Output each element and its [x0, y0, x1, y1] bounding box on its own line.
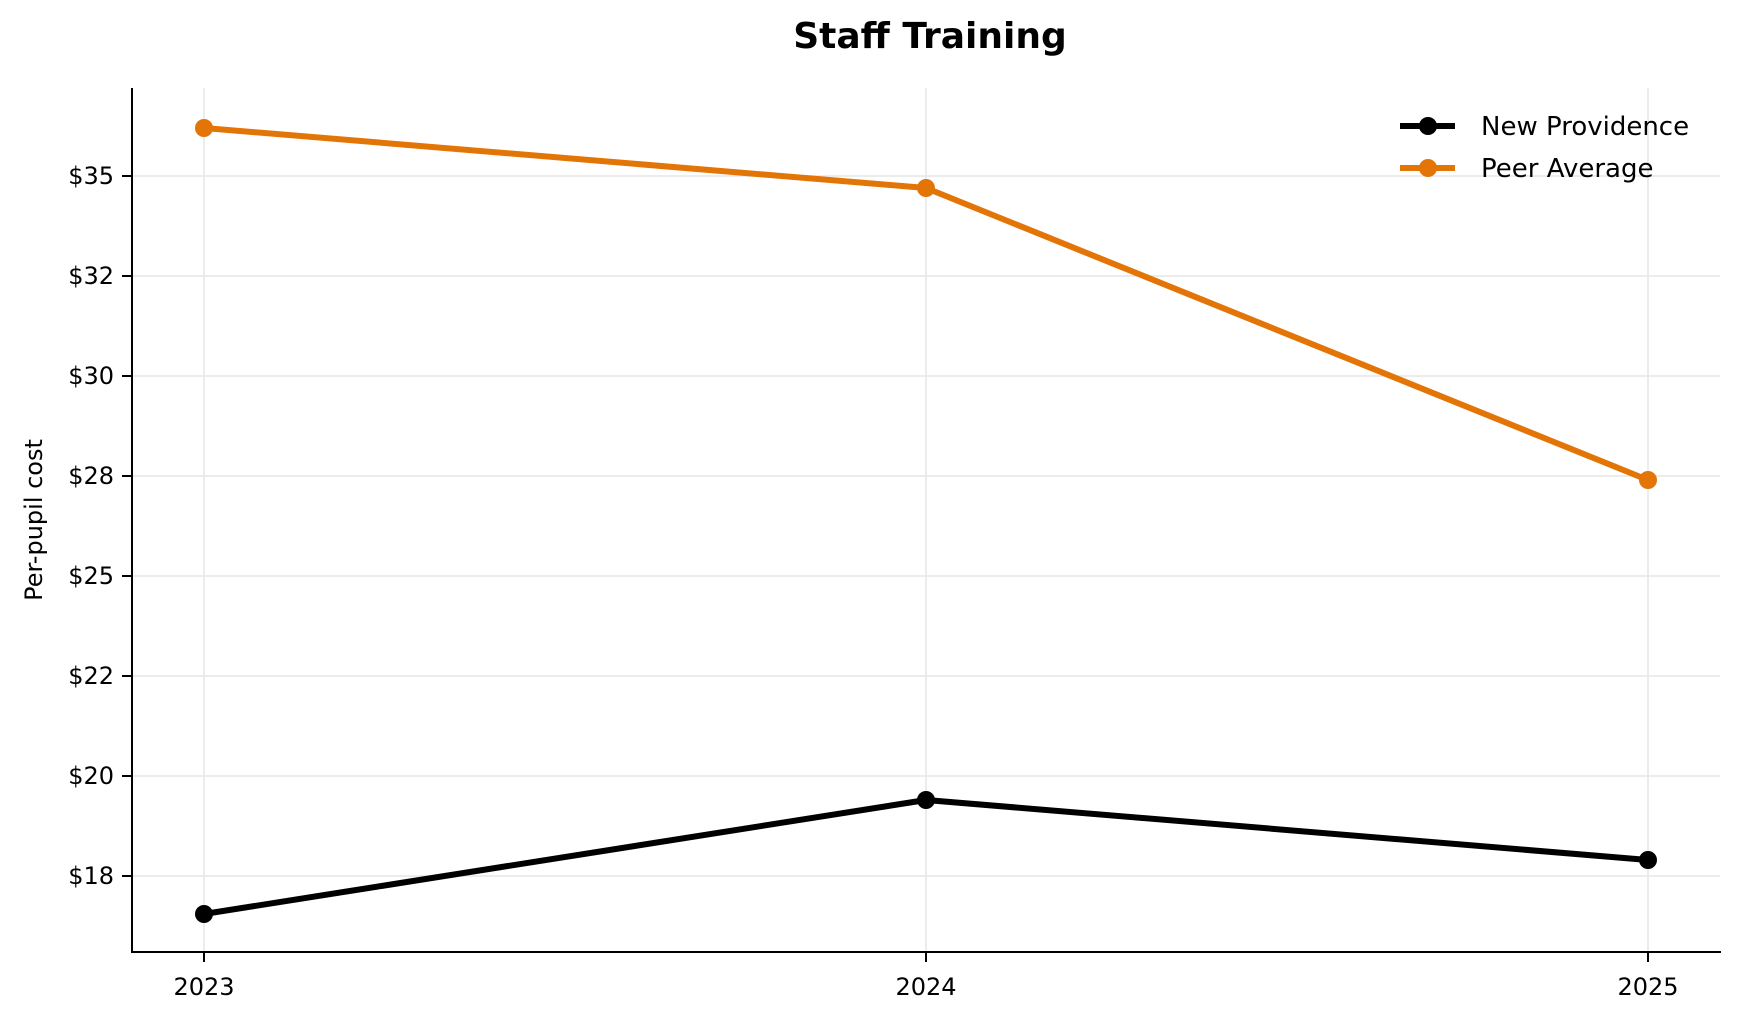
legend-marker [1419, 159, 1437, 177]
legend-label: New Providence [1481, 112, 1689, 142]
data-point [917, 179, 935, 197]
data-point [1639, 471, 1657, 489]
series-lines [195, 119, 1657, 923]
data-point [195, 905, 213, 923]
y-tick-label: $28 [68, 462, 114, 490]
y-tick-label: $32 [68, 262, 114, 290]
data-point [195, 119, 213, 137]
y-tick-label: $35 [68, 162, 114, 190]
y-tick-label: $20 [68, 762, 114, 790]
y-axis-label: Per-pupil cost [20, 439, 48, 601]
y-tick-label: $30 [68, 362, 114, 390]
legend: New Providence Peer Average [1400, 112, 1689, 184]
y-tick-label: $25 [68, 562, 114, 590]
data-point [917, 791, 935, 809]
x-tick-label: 2023 [173, 973, 234, 1001]
y-tick-label: $22 [68, 662, 114, 690]
x-tick-label: 2024 [895, 973, 956, 1001]
grid-lines [132, 88, 1720, 952]
y-tick-label: $18 [68, 862, 114, 890]
x-tick-label: 2025 [1617, 973, 1678, 1001]
x-tick-labels: 2023 2024 2025 [173, 952, 1679, 1001]
legend-marker [1419, 117, 1437, 135]
y-tick-labels: $18 $20 $22 $25 $28 $30 $32 $35 [68, 162, 132, 890]
legend-label: Peer Average [1481, 154, 1653, 184]
data-point [1639, 851, 1657, 869]
chart-title: Staff Training [793, 16, 1066, 57]
